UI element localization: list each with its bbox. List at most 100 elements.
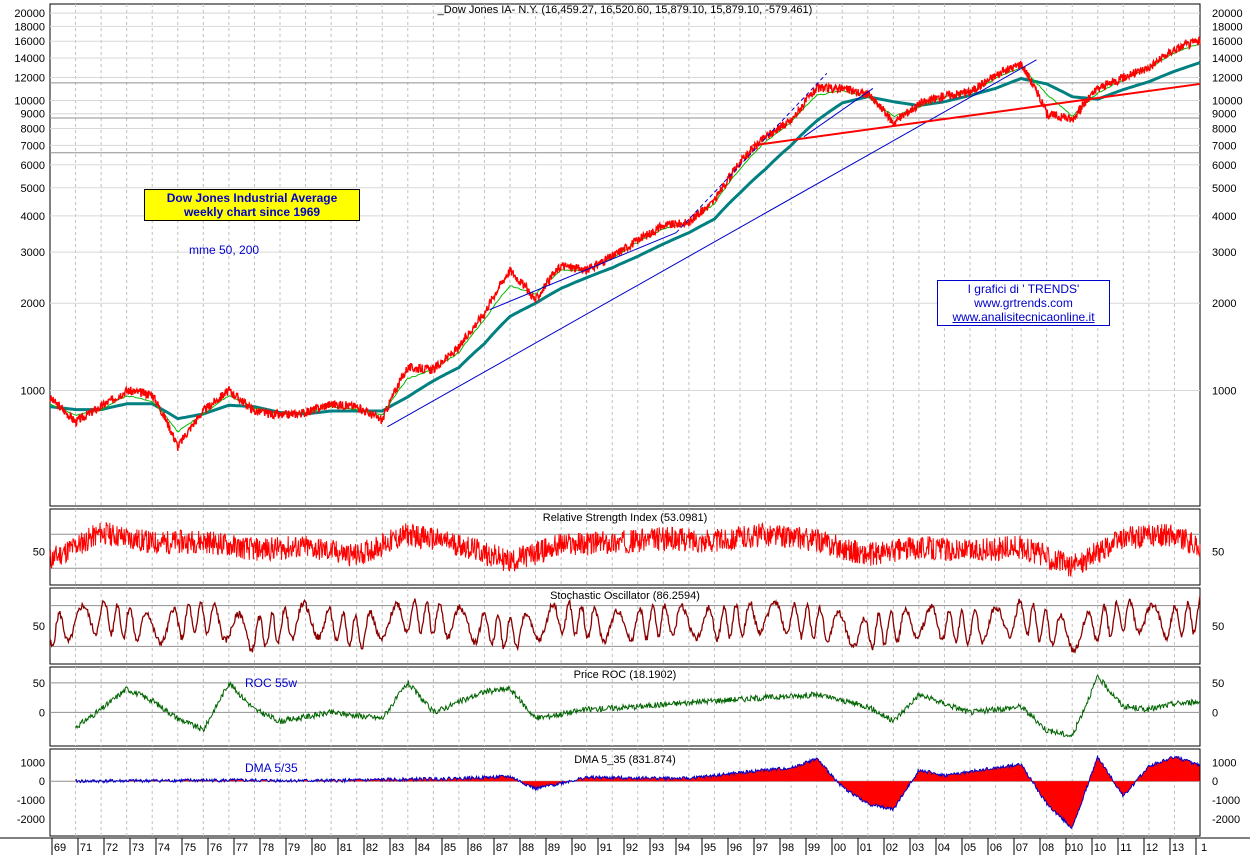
y-tick-label-left: 6000 bbox=[21, 160, 45, 172]
y-tick-label-right: 10000 bbox=[1212, 95, 1243, 107]
x-axis: 69 71 72 73 74 75 76 77 78 79 80 81 82 83 84 85 86 87 88 89… bbox=[0, 837, 1250, 855]
ma-200-line bbox=[49, 61, 1201, 421]
rsi-panel: 50 50 bbox=[33, 521, 1224, 577]
x-tick-label: 82 bbox=[366, 842, 378, 854]
x-tick-label: 12 bbox=[1146, 842, 1158, 854]
y-tick-label-right: 50 bbox=[1212, 546, 1224, 558]
y-tick-label-left: -2000 bbox=[17, 814, 45, 826]
y-tick-label-left: 8000 bbox=[21, 124, 45, 136]
y-tick-label-right: 5000 bbox=[1212, 183, 1236, 195]
roc-title: Price ROC (18.1902) bbox=[574, 669, 677, 681]
price-line bbox=[49, 36, 1201, 452]
rsi-title: Relative Strength Index (53.0981) bbox=[543, 512, 708, 524]
x-tick-label: 98 bbox=[782, 842, 794, 854]
x-tick-label: 80 bbox=[314, 842, 326, 854]
y-tick-label-left: 50 bbox=[33, 621, 45, 633]
y-tick-label-left: -1000 bbox=[17, 795, 45, 807]
y-tick-label-right: -2000 bbox=[1212, 814, 1240, 826]
y-tick-label-left: 50 bbox=[33, 546, 45, 558]
y-tick-label-left: 18000 bbox=[14, 21, 45, 33]
caption-line-1: Dow Jones Industrial Average bbox=[166, 191, 338, 205]
x-tick-label: 02 bbox=[886, 842, 898, 854]
roc-panel: 50 50 0 0 bbox=[33, 674, 1224, 738]
y-tick-label-right: 16000 bbox=[1212, 36, 1243, 48]
y-tick-label-left: 16000 bbox=[14, 36, 45, 48]
x-tick-label: 72 bbox=[106, 842, 118, 854]
x-tick-label: 75 bbox=[184, 842, 196, 854]
stochastic-line bbox=[49, 595, 1201, 654]
y-tick-label-right: 18000 bbox=[1212, 21, 1243, 33]
source-link-1[interactable]: www.grtrends.com bbox=[974, 296, 1073, 310]
price-panel: 1000 1000 2000 2000 3000 3000 4000 4000 5000 5000… bbox=[14, 8, 1243, 452]
y-tick-label-right: 7000 bbox=[1212, 140, 1236, 152]
y-tick-label-left: 0 bbox=[39, 776, 45, 788]
x-tick-label: 010 bbox=[1065, 842, 1083, 854]
x-tick-label: 05 bbox=[964, 842, 976, 854]
x-tick-label: 1 bbox=[1201, 842, 1207, 854]
y-tick-label-left: 7000 bbox=[21, 140, 45, 152]
y-tick-label-right: -1000 bbox=[1212, 795, 1240, 807]
chart-caption-box: Dow Jones Industrial Average weekly char… bbox=[144, 189, 360, 221]
y-tick-label-right: 14000 bbox=[1212, 53, 1243, 65]
x-tick-label: 13 bbox=[1172, 842, 1184, 854]
x-tick-label: 89 bbox=[548, 842, 560, 854]
x-tick-label: 99 bbox=[808, 842, 820, 854]
x-tick-label: 88 bbox=[522, 842, 534, 854]
channel-upper-line bbox=[489, 232, 677, 311]
x-tick-label: 08 bbox=[1042, 842, 1054, 854]
dma-area bbox=[75, 756, 1200, 829]
dma-panel: 1000 1000 0 0 -1000 -1000 -2000 -2000 bbox=[17, 754, 1240, 830]
moving-average-note: mme 50, 200 bbox=[189, 243, 260, 257]
panel-frame-0 bbox=[49, 3, 1201, 507]
x-tick-label: 92 bbox=[626, 842, 638, 854]
dma-line bbox=[75, 754, 1200, 830]
y-tick-label-right: 3000 bbox=[1212, 247, 1236, 259]
x-tick-label: 77 bbox=[236, 842, 248, 854]
y-tick-label-left: 4000 bbox=[21, 211, 45, 223]
y-tick-label-left: 1000 bbox=[21, 386, 45, 398]
roc-note: ROC 55w bbox=[245, 676, 298, 690]
x-tick-label: 86 bbox=[470, 842, 482, 854]
y-tick-label-right: 9000 bbox=[1212, 109, 1236, 121]
source-line-1: I grafici di ' TRENDS' bbox=[967, 282, 1080, 296]
y-tick-label-right: 1000 bbox=[1212, 386, 1236, 398]
x-tick-label: 83 bbox=[392, 842, 404, 854]
y-tick-label-right: 0 bbox=[1212, 707, 1218, 719]
y-tick-label-right: 2000 bbox=[1212, 298, 1236, 310]
x-tick-label: 04 bbox=[938, 842, 950, 854]
source-box: I grafici di ' TRENDS' www.grtrends.com … bbox=[937, 280, 1110, 326]
x-tick-label: 91 bbox=[600, 842, 612, 854]
x-tick-label: 07 bbox=[1016, 842, 1028, 854]
y-tick-label-right: 0 bbox=[1212, 776, 1218, 788]
x-tick-label: 81 bbox=[340, 842, 352, 854]
x-tick-label: 03 bbox=[912, 842, 924, 854]
support-line bbox=[752, 82, 1201, 147]
x-tick-label: 95 bbox=[704, 842, 716, 854]
y-tick-label-right: 50 bbox=[1212, 678, 1224, 690]
x-tick-label: 69 bbox=[54, 842, 66, 854]
channel-upper-dashed bbox=[675, 72, 828, 234]
stochastic-title: Stochastic Oscillator (86.2594) bbox=[550, 590, 700, 602]
y-tick-label-left: 1000 bbox=[21, 757, 45, 769]
x-tick-label: 90 bbox=[574, 842, 586, 854]
x-tick-label: 84 bbox=[418, 842, 430, 854]
x-tick-label: 96 bbox=[730, 842, 742, 854]
x-tick-label: 00 bbox=[834, 842, 846, 854]
y-tick-label-right: 20000 bbox=[1212, 8, 1243, 20]
y-tick-label-left: 2000 bbox=[21, 298, 45, 310]
y-tick-label-left: 3000 bbox=[21, 247, 45, 259]
x-tick-label: 85 bbox=[444, 842, 456, 854]
panel-frame-4 bbox=[49, 748, 1201, 837]
roc-line bbox=[75, 674, 1200, 738]
x-tick-label: 74 bbox=[158, 842, 170, 854]
x-tick-label: 87 bbox=[496, 842, 508, 854]
ma-50-line bbox=[49, 43, 1200, 433]
dma-title: DMA 5_35 (831.874) bbox=[574, 754, 676, 766]
y-tick-label-left: 12000 bbox=[14, 72, 45, 84]
source-link-2[interactable]: www.analisitecnicaonline.it bbox=[952, 310, 1095, 324]
x-tick-label: 97 bbox=[756, 842, 768, 854]
x-tick-label: 78 bbox=[262, 842, 274, 854]
x-tick-label: 06 bbox=[990, 842, 1002, 854]
y-tick-label-right: 4000 bbox=[1212, 211, 1236, 223]
